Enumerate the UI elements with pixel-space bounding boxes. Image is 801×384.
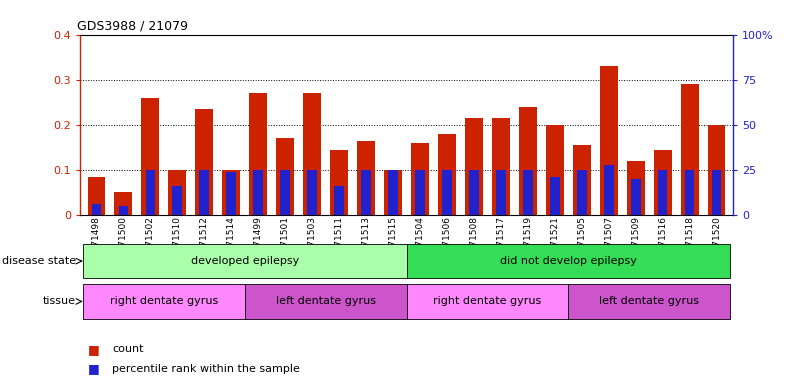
Text: ■: ■ <box>88 343 100 356</box>
Text: ■: ■ <box>88 362 100 375</box>
Text: tissue: tissue <box>43 296 76 306</box>
Bar <box>654 150 671 215</box>
Bar <box>465 118 483 215</box>
Bar <box>304 93 321 215</box>
Bar <box>569 284 731 319</box>
Bar <box>195 109 213 215</box>
Bar <box>712 170 722 215</box>
Bar <box>631 179 641 215</box>
Bar <box>280 170 290 215</box>
Bar <box>357 141 375 215</box>
Bar <box>415 170 425 215</box>
Text: right dentate gyrus: right dentate gyrus <box>433 296 541 306</box>
Text: developed epilepsy: developed epilepsy <box>191 256 299 266</box>
Bar <box>334 186 344 215</box>
Bar <box>523 170 533 215</box>
Bar <box>253 170 263 215</box>
Bar <box>361 170 371 215</box>
Bar <box>87 177 105 215</box>
Bar <box>91 204 101 215</box>
Bar <box>496 170 505 215</box>
Bar <box>600 66 618 215</box>
Text: right dentate gyrus: right dentate gyrus <box>110 296 218 306</box>
Bar <box>388 170 398 215</box>
Bar <box>578 170 586 215</box>
Bar <box>658 170 667 215</box>
Text: GDS3988 / 21079: GDS3988 / 21079 <box>77 19 188 32</box>
Bar <box>681 84 698 215</box>
Bar <box>119 206 128 215</box>
Bar <box>438 134 456 215</box>
Bar <box>550 177 560 215</box>
Bar <box>249 93 267 215</box>
Bar <box>276 138 294 215</box>
Bar <box>546 125 564 215</box>
Bar <box>308 170 317 215</box>
Bar <box>330 150 348 215</box>
Bar <box>492 118 509 215</box>
Bar <box>384 170 402 215</box>
Bar <box>223 170 240 215</box>
Bar <box>442 170 452 215</box>
Bar <box>199 170 209 215</box>
Text: did not develop epilepsy: did not develop epilepsy <box>500 256 637 266</box>
Bar <box>83 284 244 319</box>
Bar <box>573 145 590 215</box>
Text: left dentate gyrus: left dentate gyrus <box>276 296 376 306</box>
Bar <box>411 143 429 215</box>
Bar <box>406 284 569 319</box>
Bar <box>168 170 186 215</box>
Bar <box>519 107 537 215</box>
Bar <box>604 166 614 215</box>
Bar <box>627 161 645 215</box>
Bar <box>172 186 182 215</box>
Bar <box>115 192 132 215</box>
Bar <box>469 170 479 215</box>
Bar <box>227 172 235 215</box>
Bar <box>406 244 731 278</box>
Bar <box>83 244 406 278</box>
Bar <box>244 284 406 319</box>
Bar <box>708 125 726 215</box>
Text: disease state: disease state <box>2 256 76 266</box>
Bar <box>685 170 694 215</box>
Text: count: count <box>112 344 143 354</box>
Text: percentile rank within the sample: percentile rank within the sample <box>112 364 300 374</box>
Text: left dentate gyrus: left dentate gyrus <box>599 296 699 306</box>
Bar <box>146 170 155 215</box>
Bar <box>142 98 159 215</box>
